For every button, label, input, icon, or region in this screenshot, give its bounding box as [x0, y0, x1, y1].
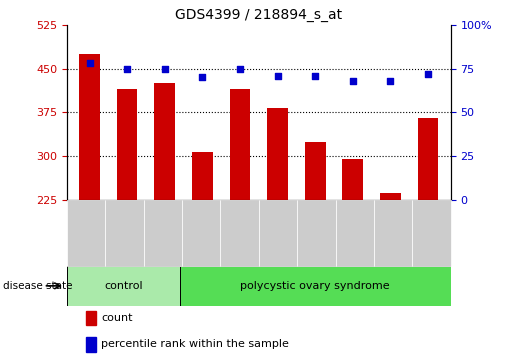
Bar	[79, 54, 100, 331]
Text: count: count	[101, 313, 133, 323]
Point	[424, 71, 432, 77]
Text: GSM850528: GSM850528	[123, 205, 132, 260]
Point	[311, 73, 319, 79]
Bar	[86, 311, 96, 325]
Title: GDS4399 / 218894_s_at: GDS4399 / 218894_s_at	[175, 8, 342, 22]
Point	[236, 66, 244, 72]
Bar	[192, 152, 213, 331]
Bar	[380, 193, 401, 331]
Bar	[230, 89, 250, 331]
Text: percentile rank within the sample: percentile rank within the sample	[101, 339, 289, 349]
Text: disease state: disease state	[3, 281, 72, 291]
Text: GSM850535: GSM850535	[386, 205, 395, 260]
Point	[161, 66, 169, 72]
Text: control: control	[104, 281, 143, 291]
Point	[349, 78, 357, 84]
Point	[85, 61, 94, 66]
Text: GSM850534: GSM850534	[348, 205, 357, 260]
Text: GSM850530: GSM850530	[198, 205, 207, 260]
Bar	[305, 142, 325, 331]
Text: GSM850532: GSM850532	[273, 205, 282, 260]
Bar	[342, 159, 363, 331]
Bar	[117, 89, 138, 331]
Text: GSM850527: GSM850527	[85, 205, 94, 260]
Text: GSM850531: GSM850531	[235, 205, 245, 260]
Bar	[67, 266, 180, 306]
Bar	[154, 83, 175, 331]
Point	[198, 75, 207, 80]
Bar	[86, 337, 96, 352]
Text: GSM850529: GSM850529	[160, 205, 169, 260]
Point	[123, 66, 131, 72]
Text: GSM850533: GSM850533	[311, 205, 320, 260]
Text: GSM850536: GSM850536	[423, 205, 433, 260]
Text: polycystic ovary syndrome: polycystic ovary syndrome	[241, 281, 390, 291]
Bar	[418, 118, 438, 331]
Point	[386, 78, 394, 84]
Bar	[180, 266, 451, 306]
Bar	[267, 108, 288, 331]
Point	[273, 73, 282, 79]
